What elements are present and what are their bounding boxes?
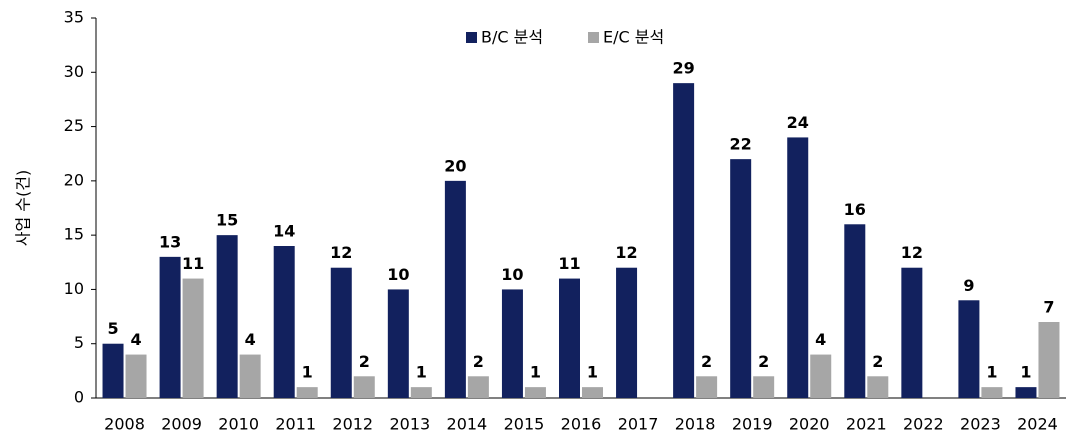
- data-label: 24: [787, 113, 809, 132]
- x-tick-label: 2009: [161, 415, 202, 434]
- data-label: 4: [815, 330, 826, 349]
- x-tick-label: 2018: [675, 415, 716, 434]
- bar: [559, 278, 580, 398]
- y-tick-label: 35: [64, 8, 84, 27]
- bar: [787, 137, 809, 398]
- bar: [159, 256, 181, 398]
- x-tick-label: 2011: [275, 415, 316, 434]
- data-label: 1: [1020, 363, 1031, 382]
- bar: [810, 354, 832, 398]
- y-axis-label: 사업 수(건): [14, 170, 33, 246]
- data-label: 4: [130, 330, 141, 349]
- y-tick-label: 10: [64, 279, 84, 298]
- bar: [901, 267, 923, 398]
- bar: [273, 246, 295, 398]
- data-label: 11: [558, 254, 580, 273]
- bar: [330, 267, 352, 398]
- bar: [216, 235, 238, 398]
- x-tick-label: 2019: [732, 415, 773, 434]
- y-tick-label: 20: [64, 170, 84, 189]
- data-label: 10: [501, 265, 523, 284]
- bar: [1015, 387, 1037, 398]
- bar: [182, 278, 204, 398]
- data-label: 2: [701, 352, 712, 371]
- data-label: 12: [615, 243, 637, 262]
- data-label: 10: [387, 265, 409, 284]
- data-label: 2: [473, 352, 484, 371]
- bar: [958, 300, 980, 398]
- data-label: 2: [758, 352, 769, 371]
- x-tick-label: 2017: [618, 415, 659, 434]
- bar: [673, 83, 695, 399]
- data-label: 1: [416, 363, 427, 382]
- x-tick-label: 2013: [389, 415, 430, 434]
- data-label: 2: [359, 352, 370, 371]
- data-label: 5: [107, 319, 118, 338]
- bar: [102, 343, 124, 398]
- x-tick-label: 2010: [218, 415, 259, 434]
- data-label: 14: [273, 222, 295, 241]
- bar: [410, 387, 432, 398]
- data-label: 16: [844, 200, 866, 219]
- x-tick-label: 2014: [447, 415, 488, 434]
- x-tick-label: 2015: [504, 415, 545, 434]
- data-label: 11: [182, 254, 204, 273]
- x-tick-label: 2008: [104, 415, 145, 434]
- bar: [616, 267, 638, 398]
- data-label: 20: [444, 156, 466, 175]
- x-tick-label: 2022: [903, 415, 944, 434]
- data-label: 22: [730, 135, 752, 154]
- data-label: 2: [872, 352, 883, 371]
- y-tick-label: 25: [64, 116, 84, 135]
- data-label: 13: [159, 232, 181, 251]
- data-label: 1: [530, 363, 541, 382]
- data-label: 9: [963, 276, 974, 295]
- data-label: 1: [986, 363, 997, 382]
- data-label: 4: [245, 330, 256, 349]
- legend-label: B/C 분석: [481, 28, 543, 47]
- data-label: 1: [302, 363, 313, 382]
- bar: [125, 354, 147, 398]
- bar: [524, 387, 546, 398]
- bar: [730, 159, 752, 398]
- bar: [444, 180, 466, 398]
- data-label: 1: [587, 363, 598, 382]
- y-tick-label: 30: [64, 62, 84, 81]
- x-tick-label: 2016: [561, 415, 602, 434]
- legend-swatch: [466, 32, 477, 43]
- legend-label: E/C 분석: [603, 28, 664, 47]
- bar: [296, 387, 318, 398]
- data-label: 29: [672, 59, 694, 78]
- y-tick-label: 5: [74, 333, 84, 352]
- data-label: 15: [216, 211, 238, 230]
- bar: [867, 376, 889, 398]
- x-tick-label: 2012: [332, 415, 373, 434]
- data-label: 7: [1043, 298, 1054, 317]
- data-label: 12: [901, 243, 923, 262]
- bar: [981, 387, 1003, 398]
- data-label: 12: [330, 243, 352, 262]
- bar: [753, 376, 775, 398]
- x-tick-label: 2021: [846, 415, 887, 434]
- x-tick-label: 2023: [960, 415, 1001, 434]
- x-tick-label: 2020: [789, 415, 830, 434]
- bar: [501, 289, 523, 398]
- bar: [696, 376, 718, 398]
- bar: [467, 376, 489, 398]
- x-tick-label: 2024: [1017, 415, 1058, 434]
- y-tick-label: 0: [74, 388, 84, 407]
- bar: [387, 289, 409, 398]
- bar: [844, 224, 866, 398]
- legend-swatch: [588, 32, 599, 43]
- y-tick-label: 15: [64, 225, 84, 244]
- legend: B/C 분석 E/C 분석: [466, 28, 664, 47]
- bar: [353, 376, 375, 398]
- bar: [1038, 322, 1060, 398]
- bar: [239, 354, 261, 398]
- bar: [582, 387, 603, 398]
